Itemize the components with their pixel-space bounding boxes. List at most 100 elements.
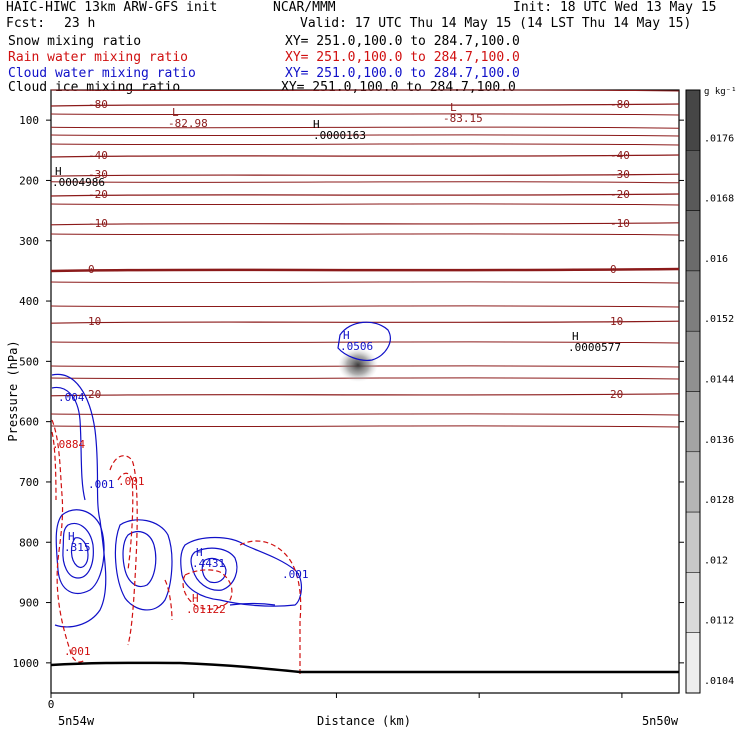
temperature-contour	[50, 173, 680, 177]
temperature-contours	[50, 89, 680, 428]
cloud-water-contours	[51, 321, 391, 628]
temperature-contour	[50, 425, 680, 428]
high-marker: H	[68, 530, 75, 543]
cloud-water-contour	[122, 531, 157, 588]
cloud-water-contour	[229, 602, 276, 606]
temperature-label: 0	[610, 263, 617, 276]
field-xy-rain: XY= 251.0,100.0 to 284.7,100.0	[285, 50, 520, 65]
cloud-water-contour	[55, 509, 105, 594]
x-left-label: 5n54w	[58, 714, 95, 728]
cloud-water-contour	[70, 537, 89, 568]
temperature-label: 0	[88, 263, 95, 276]
y-axis-label: Pressure (hPa)	[6, 340, 20, 441]
high-value: .0004986	[52, 176, 105, 189]
rain-water-contour	[109, 455, 138, 646]
temperature-contour	[50, 181, 680, 184]
x-axis-label: Distance (km)	[317, 714, 411, 728]
cloud-water-contour	[201, 557, 227, 584]
temperature-contour	[50, 413, 680, 416]
colorbar-label: .0152	[704, 314, 734, 325]
high-marker: H	[196, 546, 203, 559]
y-tick-label: 100	[19, 114, 39, 127]
temperature-label: 20	[610, 388, 623, 401]
temperature-contour	[50, 113, 680, 116]
init-time: Init: 18 UTC Wed 13 May 15	[513, 0, 717, 15]
y-tick-label: 800	[19, 536, 39, 549]
contour-value: .0884	[52, 438, 85, 451]
colorbar-swatch	[685, 89, 701, 151]
field-name-cloud-water: Cloud water mixing ratio	[8, 66, 196, 81]
high-value: .01122	[186, 603, 226, 616]
temperature-contour	[50, 203, 680, 206]
plot-frame	[50, 89, 680, 694]
colorbar-label: .012	[704, 555, 728, 566]
temperature-label: -10	[88, 217, 108, 230]
high-value: .0000577	[568, 341, 621, 354]
high-value: .4431	[192, 557, 225, 570]
contour-value: .001	[118, 475, 145, 488]
temperature-contour	[50, 154, 680, 158]
temperature-contour	[50, 320, 680, 324]
valid-time: Valid: 17 UTC Thu 14 May 15 (14 LST Thu …	[300, 16, 692, 31]
temperature-label: -80	[88, 98, 108, 111]
temperature-label: -30	[88, 168, 108, 181]
colorbar-swatch	[685, 330, 701, 392]
temperature-label: 10	[610, 315, 623, 328]
colorbar-swatch	[685, 391, 701, 453]
temperature-contour	[50, 393, 680, 397]
temperature-contour	[50, 267, 680, 273]
high-marker: H	[55, 165, 62, 178]
temperature-contour	[50, 193, 680, 197]
temperature-label: -10	[610, 217, 630, 230]
temperature-contour	[50, 143, 680, 146]
colorbar: g kg⁻¹ .0176 .0168 .016 .0152 .0144 .0136 .012…	[685, 87, 737, 694]
temperature-contour	[50, 89, 680, 92]
field-xy-snow: XY= 251.0,100.0 to 284.7,100.0	[285, 34, 520, 49]
terrain-line	[50, 661, 679, 674]
temperature-label: 20	[88, 388, 101, 401]
y-tick-label: 500	[19, 355, 39, 368]
high-value: .0000163	[313, 129, 366, 142]
colorbar-swatch	[685, 270, 701, 332]
colorbar-label: .0144	[704, 374, 734, 385]
cloud-water-contour	[190, 547, 238, 591]
temperature-contour	[50, 305, 680, 308]
colorbar-swatch	[685, 572, 701, 633]
model-title: HAIC-HIWC 13km ARW-GFS init	[6, 0, 218, 15]
colorbar-label: .0168	[704, 194, 734, 205]
field-name-cloud-ice: Cloud ice mixing ratio	[8, 80, 181, 95]
rain-water-contour	[182, 569, 233, 610]
colorbar-swatch	[685, 210, 701, 272]
y-tick-label: 300	[19, 235, 39, 248]
colorbar-swatch	[685, 150, 701, 211]
temperature-label: -20	[88, 188, 108, 201]
colorbar-swatch	[685, 451, 701, 513]
low-value: -83.15	[443, 112, 483, 125]
colorbar-labels: .0176 .0168 .016 .0152 .0144 .0136 .0128 .012 .0…	[704, 133, 734, 687]
temperature-label: 10	[88, 315, 101, 328]
field-xy-cloud-water: XY= 251.0,100.0 to 284.7,100.0	[285, 66, 520, 81]
high-marker: H	[192, 592, 199, 605]
temperature-labels: -80 -80 -40 -40 -30 -30 -20 -20 -10 -10 0 0 10 10 20 20	[88, 98, 630, 401]
field-name-snow: Snow mixing ratio	[8, 34, 142, 49]
rain-water-contour	[51, 419, 86, 663]
colorbar-label: .016	[704, 254, 728, 265]
contour-value: .001	[64, 645, 91, 658]
fcst-value: 23 h	[64, 16, 96, 31]
y-tick-label: 900	[19, 597, 39, 610]
low-marker: L	[450, 101, 457, 114]
temperature-contour	[50, 233, 680, 236]
colorbar-label: .0136	[704, 435, 734, 446]
fcst-label: Fcst:	[6, 16, 46, 31]
org-label: NCAR/MMM	[273, 0, 336, 15]
colorbar-label: .0176	[704, 133, 734, 144]
temperature-label: -20	[610, 188, 630, 201]
temperature-contour	[50, 126, 680, 129]
x-right-label: 5n50w	[642, 714, 679, 728]
colorbar-label: .0128	[704, 495, 734, 506]
temperature-contour	[50, 103, 680, 107]
temperature-label: -30	[610, 168, 630, 181]
temperature-contour	[50, 134, 680, 137]
colorbar-swatch	[685, 511, 701, 573]
